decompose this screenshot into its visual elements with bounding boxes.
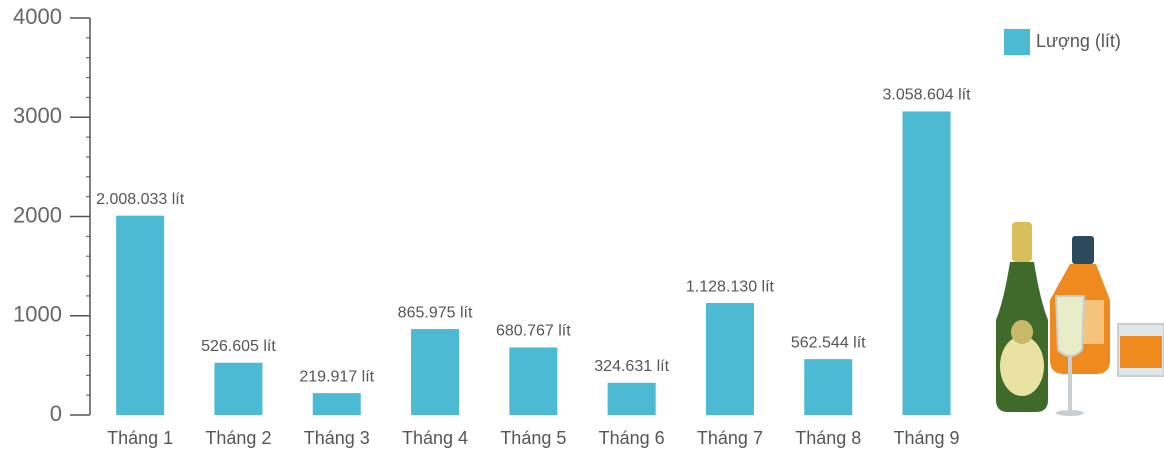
bar: [312, 393, 361, 415]
bar: [214, 362, 263, 415]
x-tick-label: Tháng 1: [107, 428, 173, 448]
bar: [607, 382, 656, 415]
value-label: 562.544 lít: [791, 334, 866, 351]
value-label: 324.631 lít: [594, 358, 669, 375]
bar: [116, 215, 165, 415]
legend-swatch: [1004, 29, 1030, 55]
y-tick-label: 3000: [13, 103, 62, 128]
value-label: 2.008.033 lít: [96, 191, 185, 208]
y-tick-label: 1000: [13, 302, 62, 327]
y-tick-label: 4000: [13, 4, 62, 29]
value-label: 526.605 lít: [201, 338, 276, 355]
value-label: 219.917 lít: [299, 368, 374, 385]
illustration: [996, 222, 1164, 416]
value-label: 3.058.604 lít: [883, 87, 972, 104]
bar: [705, 303, 754, 415]
bar: [902, 111, 951, 415]
x-tick-label: Tháng 8: [795, 428, 861, 448]
bar: [411, 329, 460, 415]
x-tick-label: Tháng 6: [599, 428, 665, 448]
x-tick-label: Tháng 3: [304, 428, 370, 448]
x-tick-label: Tháng 4: [402, 428, 468, 448]
value-label: 865.975 lít: [398, 304, 473, 321]
x-tick-label: Tháng 9: [894, 428, 960, 448]
bar: [509, 347, 558, 415]
legend-label: Lượng (lít): [1036, 31, 1121, 51]
y-tick-label: 2000: [13, 202, 62, 227]
y-tick-label: 0: [50, 401, 62, 426]
x-tick-label: Tháng 2: [205, 428, 271, 448]
x-tick-label: Tháng 5: [500, 428, 566, 448]
x-tick-label: Tháng 7: [697, 428, 763, 448]
value-label: 680.767 lít: [496, 323, 571, 340]
bar: [804, 359, 853, 415]
value-label: 1.128.130 lít: [686, 278, 775, 295]
